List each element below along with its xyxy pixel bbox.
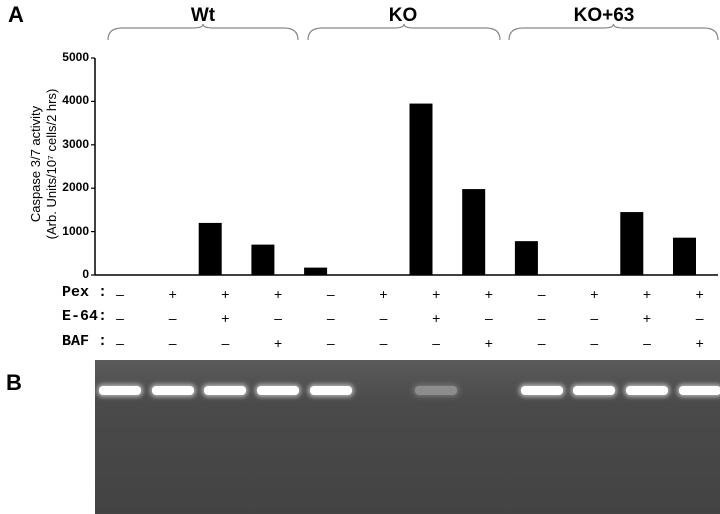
treatment-sign: – (116, 335, 124, 351)
group-bracket-1 (307, 23, 501, 41)
treatment-sign: – (590, 310, 599, 326)
treatment-sign: – (326, 286, 335, 302)
treatment-sign: – (379, 335, 388, 351)
bar-6 (462, 189, 486, 275)
treatment-sign: + (590, 286, 599, 302)
treatment-sign: – (537, 310, 546, 326)
treatment-sign: – (379, 310, 388, 326)
bar-9 (620, 212, 644, 275)
treatment-sign: – (168, 310, 177, 326)
gel-band (520, 386, 563, 395)
treatment-sign: + (432, 310, 441, 326)
treatment-sign: + (642, 286, 652, 302)
treatment-row-label: BAF : (62, 333, 108, 350)
bar-1 (198, 222, 222, 275)
treatment-sign: – (537, 286, 546, 302)
treatment-sign: + (642, 310, 652, 326)
bar-2 (251, 244, 275, 275)
treatment-sign: + (168, 286, 177, 302)
treatment-sign: + (379, 286, 388, 302)
gel-band (573, 386, 616, 395)
bar-7 (514, 241, 538, 275)
panel-b-label: B (6, 370, 22, 395)
treatment-sign: – (168, 335, 177, 351)
treatment-sign: – (695, 310, 704, 326)
gel-band (415, 386, 458, 395)
gel-band (309, 386, 352, 395)
treatment-row-label: E-64: (62, 308, 108, 325)
gel-band (99, 386, 141, 395)
group-label-wt: Wt (190, 5, 216, 26)
bar-3 (304, 267, 328, 275)
y-tick-label: 4000 (62, 93, 89, 108)
gel-band (678, 386, 720, 395)
treatment-sign: – (643, 335, 651, 351)
y-tick-label: 5000 (62, 50, 89, 64)
group-bracket-0 (107, 23, 299, 41)
y-tick-label: 2000 (62, 180, 89, 195)
y-tick-label: 0 (82, 267, 89, 281)
treatment-row-label: Pex : (62, 284, 108, 301)
treatment-sign: – (537, 335, 546, 351)
treatment-sign: + (274, 286, 283, 302)
treatment-sign: + (695, 335, 704, 351)
treatment-sign: – (116, 286, 124, 302)
treatment-sign: + (221, 310, 230, 326)
group-label-ko63: KO+63 (573, 5, 635, 26)
treatment-sign: + (274, 335, 283, 351)
treatment-sign: – (326, 310, 335, 326)
treatment-sign: + (221, 286, 230, 302)
treatment-sign: – (326, 335, 335, 351)
y-tick-label: 1000 (62, 223, 89, 238)
treatment-sign: – (432, 335, 441, 351)
treatment-sign: + (432, 286, 441, 302)
treatment-sign: – (590, 335, 599, 351)
treatment-sign: – (274, 310, 282, 326)
panel-a-label: A (8, 2, 24, 27)
group-label-ko: KO (388, 5, 418, 26)
treatment-sign: + (484, 335, 493, 351)
gel-image (95, 360, 720, 514)
bar-5 (409, 103, 433, 275)
gel-band (204, 386, 247, 395)
treatment-sign: – (116, 310, 124, 326)
group-bracket-2 (508, 23, 719, 41)
bar-chart (91, 23, 719, 276)
gel-band (151, 386, 194, 395)
treatment-sign: – (221, 335, 230, 351)
bar-10 (673, 237, 696, 275)
treatment-sign: – (484, 310, 493, 326)
y-tick-label: 3000 (62, 136, 89, 151)
gel-band (257, 386, 300, 395)
treatment-sign: + (484, 286, 493, 302)
gel-band (626, 386, 668, 395)
treatment-sign: + (695, 286, 704, 302)
